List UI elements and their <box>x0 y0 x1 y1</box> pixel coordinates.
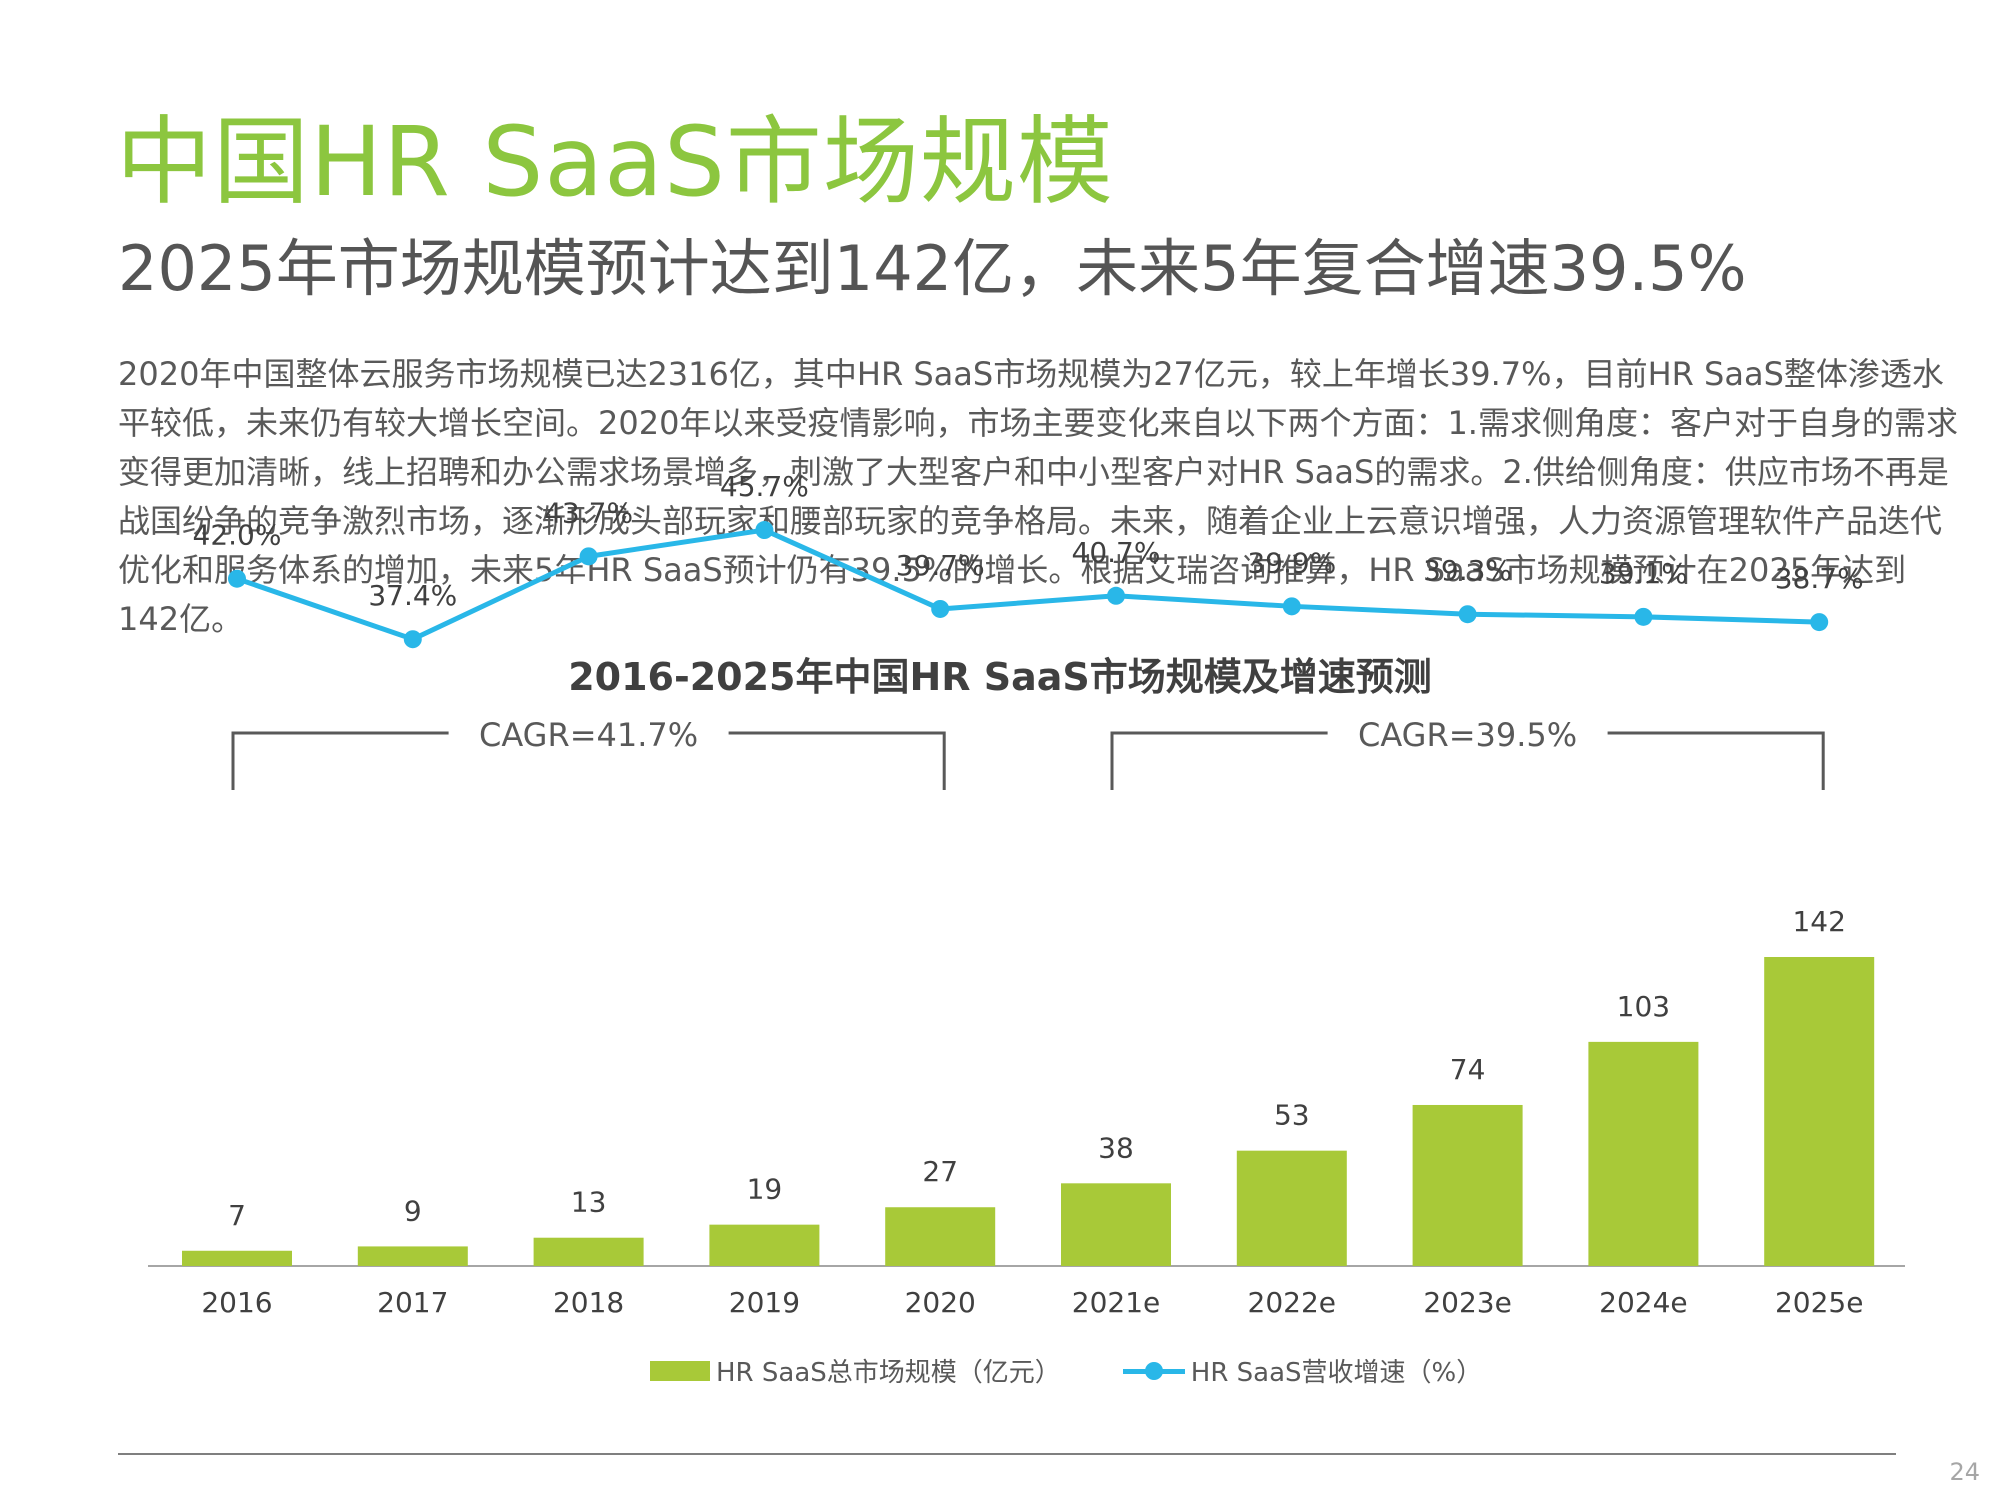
bar-2022e <box>1236 1150 1347 1266</box>
body-paragraph: 2020年中国整体云服务市场规模已达2316亿，其中HR SaaS市场规模为27… <box>118 355 1958 638</box>
x-tick-2025e: 2025e <box>1775 1286 1863 1319</box>
bar-label-2017: 9 <box>404 1194 422 1227</box>
legend-label-line: HR SaaS营收增速（%） <box>1190 1358 1483 1388</box>
bar-label-2025e: 142 <box>1792 905 1845 938</box>
bar-2023e <box>1412 1104 1523 1266</box>
growth-point-2023e <box>1458 605 1477 624</box>
growth-label-2016: 42.0% <box>193 519 282 552</box>
growth-point-2019 <box>755 521 774 540</box>
cagr-bracket-left-1 <box>231 731 449 790</box>
page-number: 24 <box>1949 1458 1980 1486</box>
bar-2024e <box>1588 1041 1699 1266</box>
growth-point-2024e <box>1634 607 1653 626</box>
growth-line <box>236 527 1820 642</box>
growth-point-2016 <box>228 569 246 588</box>
growth-label-2025e: 38.7% <box>1775 562 1864 595</box>
bar-label-2022e: 53 <box>1274 1099 1310 1132</box>
growth-label-2022e: 39.9% <box>1247 546 1336 579</box>
bar-label-2016: 7 <box>228 1199 246 1232</box>
bar-label-2020: 27 <box>922 1155 958 1188</box>
legend-item-bars: HR SaaS总市场规模（亿元） <box>650 1352 1061 1389</box>
x-tick-2018: 2018 <box>553 1286 624 1319</box>
x-tick-2024e: 2024e <box>1599 1286 1687 1319</box>
cagr-bracket-left-2 <box>1110 731 1328 790</box>
page-subtitle: 2025年市场规模预计达到142亿，未来5年复合增速39.5% <box>118 232 1747 305</box>
legend-label-bars: HR SaaS总市场规模（亿元） <box>716 1358 1061 1388</box>
growth-label-2024e: 39.1% <box>1599 557 1688 590</box>
bar-2025e <box>1764 957 1875 1266</box>
legend-line-swatch <box>1122 1361 1185 1381</box>
bar-2021e <box>1061 1183 1171 1266</box>
x-tick-2023e: 2023e <box>1423 1286 1511 1319</box>
chart-legend: HR SaaS总市场规模（亿元） HR SaaS营收增速（%） <box>650 1352 1544 1389</box>
bar-2020 <box>885 1207 996 1266</box>
footer-divider <box>118 1453 1896 1455</box>
x-tick-2021e: 2021e <box>1072 1286 1160 1319</box>
chart-title: 2016-2025年中国HR SaaS市场规模及增速预测 <box>568 655 1432 699</box>
bar-label-2018: 13 <box>571 1186 607 1219</box>
growth-label-2017: 37.4% <box>368 579 457 612</box>
growth-point-2022e <box>1282 597 1301 616</box>
x-tick-2016: 2016 <box>201 1286 272 1319</box>
bar-2016 <box>182 1250 292 1266</box>
cagr-bracket-right-2 <box>1607 731 1825 790</box>
cagr-label-2: CAGR=39.5% <box>1358 716 1577 754</box>
growth-label-2023e: 39.3% <box>1423 554 1512 587</box>
page-title: 中国HR SaaS市场规模 <box>116 106 1114 218</box>
x-tick-2022e: 2022e <box>1248 1286 1336 1319</box>
bar-label-2021e: 38 <box>1098 1131 1134 1164</box>
bar-2019 <box>709 1224 820 1266</box>
growth-point-2017 <box>403 630 422 649</box>
growth-point-2025e <box>1810 613 1829 632</box>
growth-point-2020 <box>931 599 950 618</box>
growth-label-2019: 45.7% <box>720 470 809 503</box>
x-tick-2019: 2019 <box>729 1286 800 1319</box>
legend-item-line: HR SaaS营收增速（%） <box>1122 1352 1483 1389</box>
bar-2018 <box>533 1237 644 1266</box>
x-tick-2017: 2017 <box>377 1286 448 1319</box>
growth-label-2018: 43.7% <box>544 496 633 529</box>
combo-chart: 7 2016 9 2017 13 2018 19 2019 27 2020 38 2021e 53 202… <box>148 470 1905 1319</box>
growth-point-2018 <box>579 547 598 566</box>
bar-label-2023e: 74 <box>1450 1053 1486 1086</box>
growth-point-2021e <box>1107 586 1125 605</box>
growth-label-2020: 39.7% <box>896 549 985 582</box>
bar-label-2019: 19 <box>747 1173 783 1206</box>
x-tick-2020: 2020 <box>905 1286 976 1319</box>
cagr-label-1: CAGR=41.7% <box>479 716 698 754</box>
legend-bar-swatch <box>650 1360 710 1381</box>
growth-label-2021e: 40.7% <box>1072 536 1161 569</box>
bar-label-2024e: 103 <box>1617 990 1670 1023</box>
bar-2017 <box>357 1246 468 1266</box>
cagr-bracket-right-1 <box>728 731 946 790</box>
